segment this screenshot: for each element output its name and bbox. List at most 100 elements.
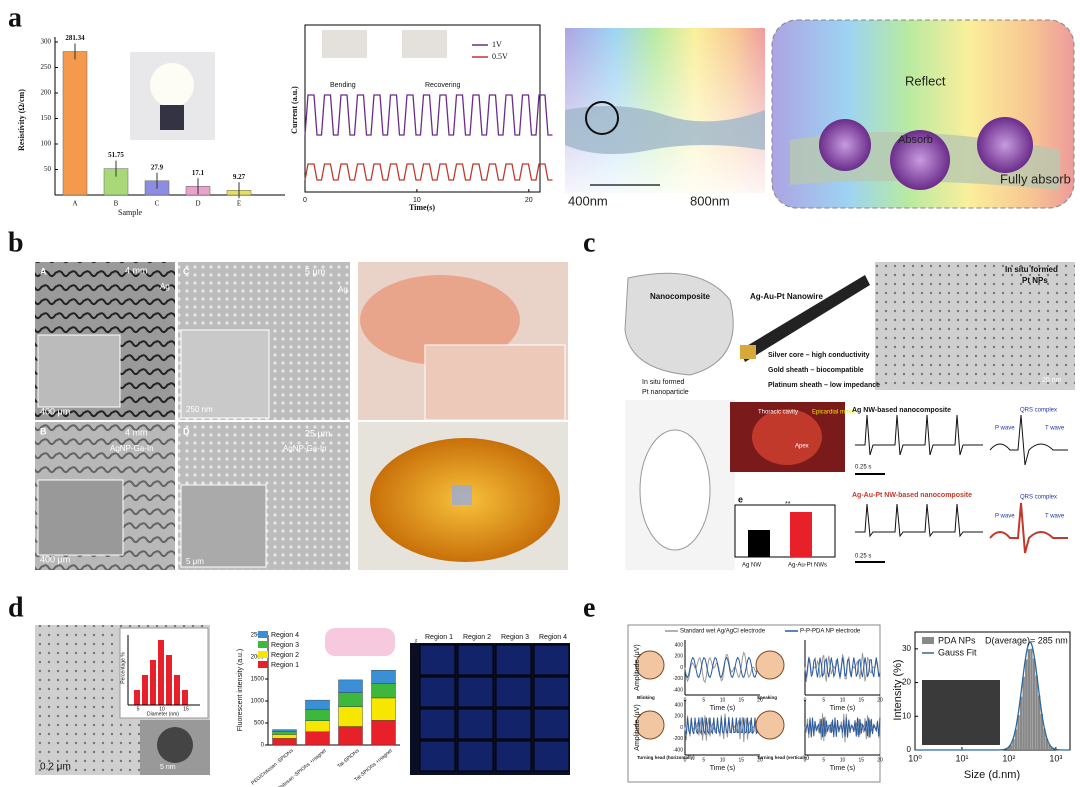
y-tick-label: 100 (41, 140, 52, 148)
hist-deco (1017, 715, 1020, 750)
annotation: Pt nanoparticle (642, 389, 689, 396)
y-tick-label: 250 (41, 63, 52, 71)
y-label: Resistivity (Ω/cm) (17, 89, 26, 151)
task-label: Speaking (757, 695, 777, 700)
x-tick-label: 0 (804, 757, 807, 763)
x-tick-label: 15 (858, 697, 864, 703)
column-header: Region 3 (501, 634, 529, 641)
signal (684, 717, 761, 736)
face-icon (635, 650, 665, 680)
y-tick-label: 400 (675, 702, 684, 708)
annotation: Bending (330, 82, 356, 89)
y-label: Percentage % (120, 652, 126, 684)
hist-deco (1022, 676, 1025, 750)
x-tick-label: 15 (738, 697, 744, 703)
y-tick-label: 0 (261, 743, 265, 749)
scale-label: 5 μm (186, 557, 204, 566)
x-tick-label: E (237, 200, 241, 208)
scale-label: Ag (338, 285, 348, 294)
x-label: Time (s) (710, 765, 735, 772)
task-label: Turning head (horizontally) (637, 755, 695, 760)
y-label: Fluorescent intensity (a.u.) (237, 649, 244, 731)
annotation: QRS complex (1020, 408, 1057, 414)
y-label: Intensity (%) (892, 659, 904, 720)
image-cell (457, 708, 494, 740)
legend-label: Standard wet Ag/AgCl electrode (680, 629, 766, 635)
annotation: Pt NPs (1022, 276, 1048, 285)
image-cell (419, 676, 456, 708)
legend-label: P-P-PDA NP electrode (800, 629, 861, 635)
scale-label: AgNP-Ga-In (283, 444, 327, 453)
y-label: Current (a.u.) (290, 86, 299, 134)
scale-label: 5 nm (160, 764, 176, 771)
face-icon (635, 710, 665, 740)
task-label: Blinking (637, 695, 655, 700)
row-label: PEG/Chitosan -SPIONs +magnet (413, 662, 418, 722)
annotation: In situ formed (642, 379, 685, 386)
value-label: 17.1 (192, 169, 205, 177)
x-tick-label: 5 (822, 697, 825, 703)
legend-label: Region 4 (271, 632, 299, 639)
bar (62, 51, 88, 196)
photo (322, 30, 367, 58)
x-tick-label: 0 (303, 197, 307, 204)
y-label: Amplitude (μV) (634, 644, 641, 690)
image-cell (533, 708, 570, 740)
legend-label: Region 1 (271, 662, 299, 669)
x-label: Size (d.nm) (964, 769, 1020, 781)
image-cell (533, 740, 570, 772)
bar-segment (371, 683, 396, 699)
annotation: Gold sheath – biocompatible (768, 367, 864, 374)
y-tick-label: 0 (680, 665, 683, 671)
hist-deco (1019, 696, 1023, 750)
x-tick-label: 0 (684, 757, 687, 763)
x-tick-label: 10 (840, 697, 846, 703)
legend-swatch (258, 641, 268, 648)
y-tick-label: 0 (680, 725, 683, 731)
image-cell (495, 708, 532, 740)
column-header: Region 2 (463, 634, 491, 641)
annotation: Reflect (905, 73, 946, 88)
row-label: Tat-SPIONs +magnet (413, 736, 418, 775)
value-label: 51.75 (108, 151, 124, 159)
x-tick-label: 20 (877, 697, 883, 703)
hist-deco (1027, 649, 1031, 750)
x-tick-label: 5 (702, 757, 705, 763)
bar-segment (338, 679, 363, 693)
x-tick-label: 5 (702, 697, 705, 703)
annotation: Recovering (425, 82, 461, 89)
annotation: Ag-Au-Pt NW-based nanocomposite (852, 492, 972, 499)
bar-segment (305, 720, 330, 732)
mouse-icon (325, 628, 395, 656)
scale-label: 400 μm (40, 554, 70, 564)
y-tick-label: -200 (673, 676, 683, 682)
x-tick-label: 10⁰ (908, 753, 922, 763)
y-tick-label: 0 (907, 745, 912, 754)
bar-segment (305, 731, 330, 746)
annotation: Ag NW-based nanocomposite (852, 407, 951, 414)
scale-label: 250 nm (186, 405, 213, 414)
signal (804, 713, 881, 743)
annotation: 0.25 s (855, 554, 871, 560)
hist-deco (1035, 675, 1038, 750)
signal (804, 652, 881, 683)
value-label: 281.34 (65, 34, 85, 42)
y-tick-label: 20 (902, 678, 911, 687)
annotation: Fully absorb (1000, 171, 1071, 186)
face-icon (755, 650, 785, 680)
annotation: ** (785, 501, 791, 508)
scale-label: 400 μm (40, 406, 70, 416)
x-tick-label: 20 (525, 197, 533, 204)
x-tick-label: 15 (738, 757, 744, 763)
face-icon (755, 710, 785, 740)
scale-label: 4 mm (125, 265, 148, 275)
row-label: PEG/Chitosan -SPIONs (413, 639, 418, 681)
panel-letter: a (8, 2, 22, 33)
y-tick-label: 30 (902, 644, 911, 653)
bar-segment (338, 692, 363, 707)
annotation: QRS complex (1020, 495, 1057, 501)
x-label: Time (s) (830, 765, 855, 772)
column-header: Region 1 (425, 634, 453, 641)
hist-deco (1014, 729, 1018, 750)
x-tick-label: 15 (183, 706, 189, 712)
